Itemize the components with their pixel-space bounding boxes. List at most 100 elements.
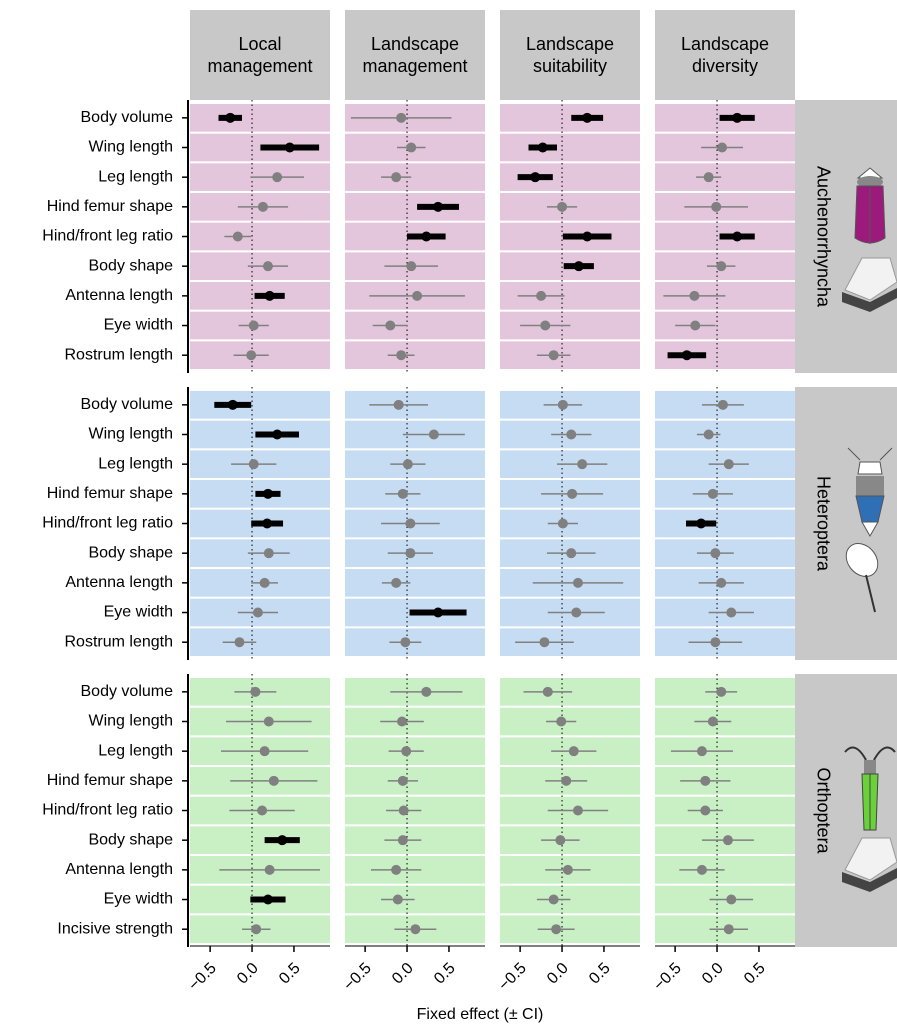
estimate-point	[716, 577, 727, 588]
estimate-point	[707, 716, 718, 727]
trait-label: Wing length	[89, 713, 174, 730]
estimate-point	[566, 429, 577, 440]
estimate-point	[716, 261, 727, 272]
estimate-point	[573, 261, 584, 272]
x-tick-label: 0.5	[586, 960, 614, 988]
group-strip	[795, 674, 897, 948]
estimate-point	[542, 686, 553, 697]
row-band	[500, 133, 640, 162]
estimate-point	[566, 548, 577, 559]
estimate-point	[268, 775, 279, 786]
row-band	[190, 628, 330, 657]
row-band	[190, 826, 330, 855]
estimate-point	[732, 231, 743, 242]
estimate-point	[248, 459, 259, 470]
estimate-point	[251, 924, 262, 935]
estimate-point	[421, 686, 432, 697]
trait-label: Leg length	[98, 455, 173, 472]
estimate-point	[421, 231, 432, 242]
x-tick-label: 0.5	[276, 960, 304, 988]
estimate-point	[401, 746, 412, 757]
estimate-point	[406, 142, 417, 153]
estimate-point	[396, 112, 407, 123]
x-tick-label: 0.0	[699, 960, 727, 988]
panel-header: Local management	[190, 10, 330, 100]
estimate-point	[262, 518, 273, 529]
estimate-point	[428, 429, 439, 440]
group-label: Orthoptera	[813, 767, 833, 854]
trait-label: Eye width	[104, 891, 173, 908]
estimate-point	[252, 607, 263, 618]
estimate-point	[557, 518, 568, 529]
trait-label: Body shape	[88, 257, 173, 274]
row-band	[190, 104, 330, 132]
row-band	[190, 222, 330, 251]
estimate-point	[284, 142, 295, 153]
estimate-point	[700, 775, 711, 786]
panel-header: Landscape management	[345, 10, 485, 100]
estimate-point	[568, 746, 579, 757]
row-band	[655, 796, 795, 825]
trait-label: Hind/front leg ratio	[42, 228, 173, 245]
row-band	[345, 311, 485, 340]
estimate-point	[405, 518, 416, 529]
group-label: Auchenorrhyncha	[813, 166, 833, 308]
estimate-point	[722, 835, 733, 846]
estimate-point	[391, 864, 402, 875]
estimate-point	[582, 231, 593, 242]
estimate-point	[272, 172, 283, 183]
estimate-point	[537, 142, 548, 153]
estimate-point	[681, 350, 692, 361]
row-band	[345, 569, 485, 597]
estimate-point	[555, 835, 566, 846]
row-band	[655, 509, 795, 538]
estimate-point	[272, 429, 283, 440]
group-strip	[795, 387, 897, 661]
estimate-point	[257, 201, 268, 212]
estimate-point	[717, 142, 728, 153]
estimate-point	[397, 835, 408, 846]
estimate-point	[248, 320, 259, 331]
trait-label: Body volume	[81, 109, 174, 126]
estimate-point	[385, 320, 396, 331]
panel-header: Landscape suitability	[500, 10, 640, 100]
estimate-point	[530, 172, 541, 183]
estimate-point	[433, 607, 444, 618]
x-tick-label: 0.5	[431, 960, 459, 988]
estimate-point	[717, 399, 728, 410]
row-band	[190, 391, 330, 419]
estimate-point	[557, 399, 568, 410]
x-tick-label: −0.5	[496, 960, 530, 994]
estimate-point	[405, 548, 416, 559]
estimate-point	[227, 399, 238, 410]
estimate-point	[225, 112, 236, 123]
trait-label: Wing length	[89, 426, 174, 443]
x-tick-label: −0.5	[651, 960, 685, 994]
trait-label: Antenna length	[65, 861, 173, 878]
group-label: Heteroptera	[813, 476, 833, 572]
estimate-point	[392, 894, 403, 905]
estimate-point	[397, 716, 408, 727]
estimate-point	[262, 261, 273, 272]
estimate-point	[539, 637, 550, 648]
estimate-point	[536, 290, 547, 301]
trait-label: Hind femur shape	[47, 198, 173, 215]
estimate-point	[726, 607, 737, 618]
estimate-point	[567, 488, 578, 499]
trait-label: Body volume	[81, 683, 174, 700]
trait-label: Hind/front leg ratio	[42, 515, 173, 532]
estimate-point	[689, 290, 700, 301]
row-band	[655, 163, 795, 192]
x-tick-label: 0.0	[544, 960, 572, 988]
x-axis-label: Fixed effect (± CI)	[417, 1006, 544, 1023]
trait-label: Leg length	[98, 168, 173, 185]
estimate-point	[723, 924, 734, 935]
estimate-point	[391, 172, 402, 183]
estimate-point	[707, 488, 718, 499]
trait-label: Hind femur shape	[47, 485, 173, 502]
estimate-point	[397, 775, 408, 786]
estimate-point	[696, 746, 707, 757]
trait-label: Body shape	[88, 544, 173, 561]
